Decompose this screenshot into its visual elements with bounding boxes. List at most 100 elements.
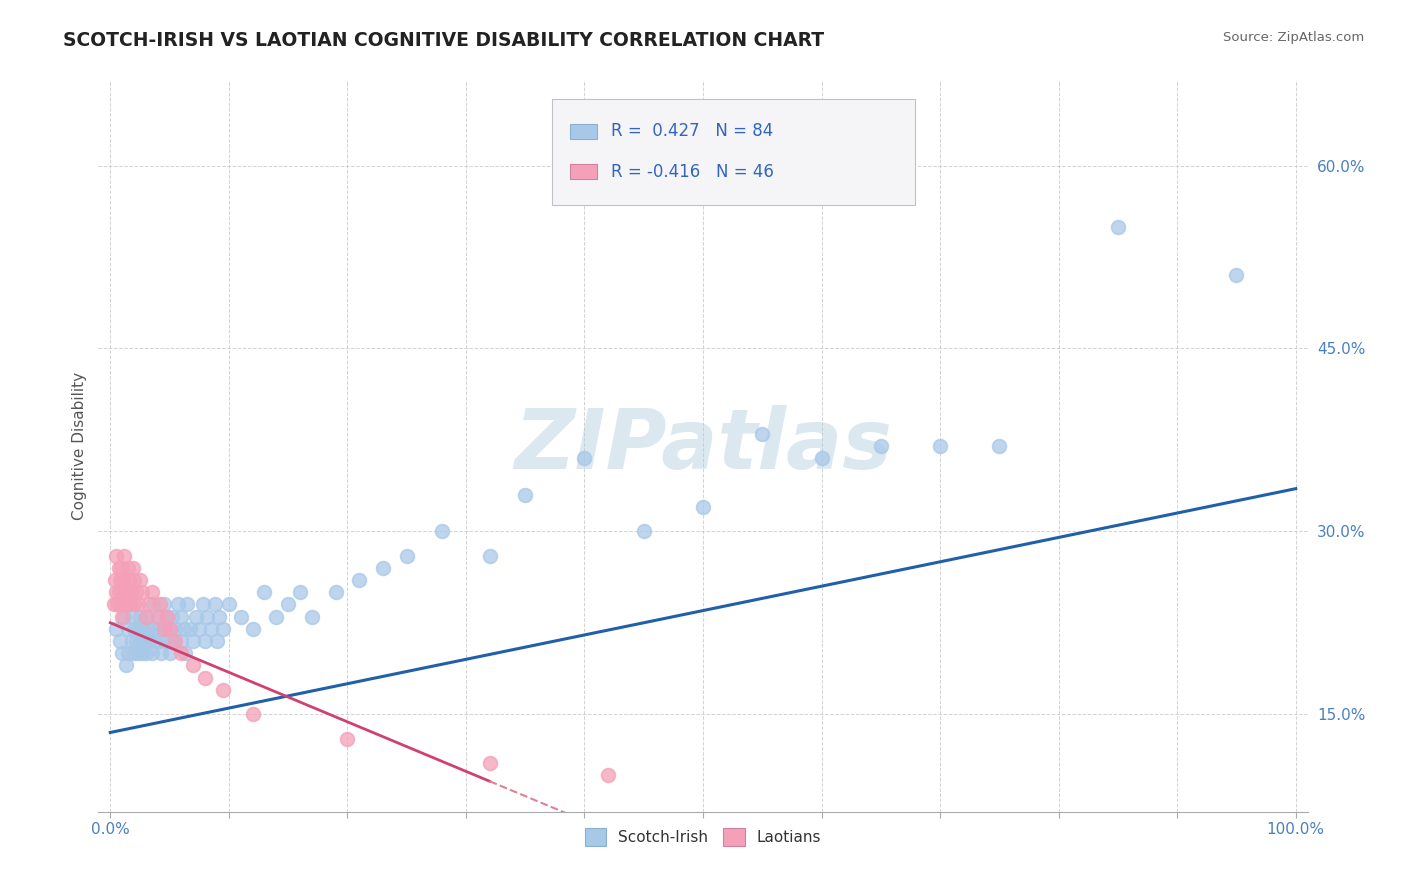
- Point: [191, 598, 214, 612]
- Point: [242, 622, 264, 636]
- Point: [692, 500, 714, 514]
- Point: [118, 573, 141, 587]
- Point: [146, 609, 169, 624]
- Point: [105, 585, 128, 599]
- Point: [108, 598, 131, 612]
- Point: [598, 768, 620, 782]
- Point: [121, 609, 143, 624]
- Point: [107, 561, 129, 575]
- Point: [152, 622, 174, 636]
- Point: [127, 598, 149, 612]
- Point: [131, 585, 153, 599]
- Point: [149, 634, 172, 648]
- Point: [371, 561, 394, 575]
- Point: [170, 609, 193, 624]
- Point: [146, 609, 169, 624]
- Point: [347, 573, 370, 587]
- Point: [121, 585, 143, 599]
- Point: [208, 609, 231, 624]
- Legend: Scotch-Irish, Laotians: Scotch-Irish, Laotians: [578, 822, 828, 852]
- Point: [176, 598, 198, 612]
- Point: [988, 439, 1011, 453]
- Point: [120, 598, 142, 612]
- Text: Source: ZipAtlas.com: Source: ZipAtlas.com: [1223, 31, 1364, 45]
- Point: [138, 634, 160, 648]
- Point: [194, 634, 217, 648]
- Point: [156, 609, 179, 624]
- Point: [149, 598, 172, 612]
- Point: [131, 646, 153, 660]
- Point: [478, 756, 501, 770]
- Point: [122, 598, 145, 612]
- Point: [125, 585, 148, 599]
- Point: [515, 488, 537, 502]
- Point: [105, 598, 128, 612]
- Point: [135, 609, 157, 624]
- Point: [135, 634, 157, 648]
- Point: [152, 622, 174, 636]
- Point: [205, 634, 228, 648]
- Point: [155, 634, 177, 648]
- Point: [264, 609, 287, 624]
- Text: R = -0.416   N = 46: R = -0.416 N = 46: [612, 162, 773, 181]
- Point: [336, 731, 359, 746]
- Point: [114, 585, 136, 599]
- Point: [160, 609, 183, 624]
- Point: [129, 634, 152, 648]
- Point: [105, 622, 128, 636]
- Point: [141, 585, 163, 599]
- Point: [117, 585, 139, 599]
- Point: [184, 609, 207, 624]
- Point: [212, 622, 235, 636]
- Point: [110, 561, 132, 575]
- Point: [194, 671, 217, 685]
- Point: [111, 609, 134, 624]
- Point: [277, 598, 299, 612]
- Point: [173, 622, 195, 636]
- Point: [810, 451, 832, 466]
- FancyBboxPatch shape: [569, 124, 596, 139]
- FancyBboxPatch shape: [551, 99, 915, 204]
- Point: [105, 549, 128, 563]
- Point: [138, 598, 160, 612]
- Point: [135, 646, 157, 660]
- Point: [114, 658, 136, 673]
- Point: [103, 598, 125, 612]
- Point: [135, 609, 157, 624]
- Point: [159, 646, 181, 660]
- Point: [574, 451, 596, 466]
- Point: [159, 622, 181, 636]
- Point: [114, 549, 136, 563]
- Point: [288, 585, 311, 599]
- Point: [165, 622, 187, 636]
- Point: [1225, 268, 1247, 283]
- Text: ZIPatlas: ZIPatlas: [515, 406, 891, 486]
- Point: [152, 598, 174, 612]
- Point: [179, 622, 201, 636]
- Point: [117, 622, 139, 636]
- Point: [122, 646, 145, 660]
- Point: [229, 609, 252, 624]
- Point: [143, 634, 166, 648]
- Point: [114, 598, 136, 612]
- Point: [111, 646, 134, 660]
- Point: [136, 622, 159, 636]
- Point: [253, 585, 276, 599]
- Point: [432, 524, 454, 539]
- Point: [162, 634, 184, 648]
- Point: [122, 573, 145, 587]
- Point: [118, 598, 141, 612]
- Point: [115, 598, 138, 612]
- Point: [129, 609, 152, 624]
- Point: [117, 561, 139, 575]
- Point: [141, 622, 163, 636]
- Point: [142, 598, 165, 612]
- Point: [104, 573, 127, 587]
- Y-axis label: Cognitive Disability: Cognitive Disability: [72, 372, 87, 520]
- Point: [181, 634, 204, 648]
- Point: [132, 622, 155, 636]
- Point: [127, 646, 149, 660]
- Point: [166, 598, 188, 612]
- Point: [125, 634, 148, 648]
- Point: [869, 439, 891, 453]
